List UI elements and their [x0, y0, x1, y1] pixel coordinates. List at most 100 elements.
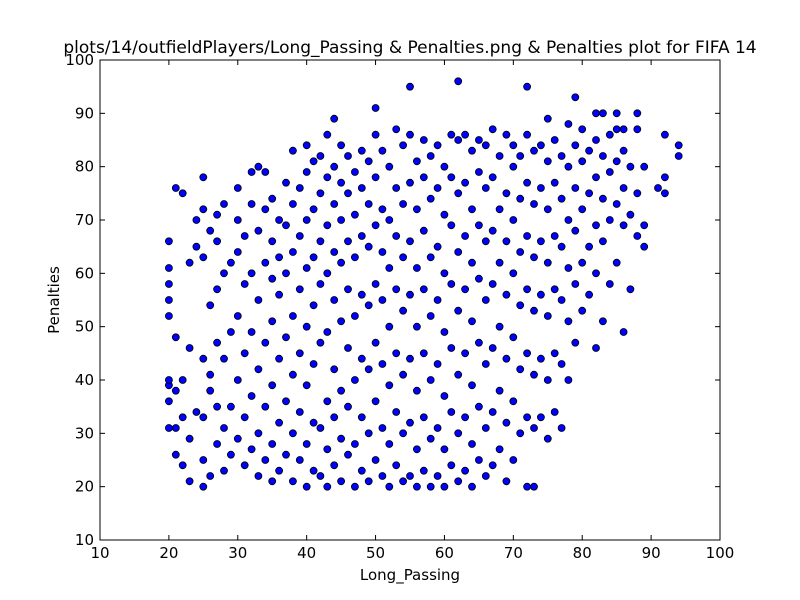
data-point: [178, 376, 187, 384]
data-point: [447, 130, 456, 139]
data-point: [302, 381, 311, 390]
y-tick-label: 20: [75, 478, 94, 496]
data-point: [571, 141, 580, 150]
data-point: [337, 216, 346, 224]
data-point: [433, 184, 442, 192]
data-point: [399, 253, 408, 262]
data-point: [564, 120, 573, 128]
data-point: [592, 221, 600, 230]
y-tick-label: 10: [75, 531, 94, 549]
data-point: [661, 189, 669, 198]
data-point: [468, 381, 476, 390]
data-point: [516, 365, 525, 374]
data-point: [309, 466, 318, 475]
data-point: [509, 269, 518, 278]
data-point: [461, 178, 470, 187]
data-point: [674, 152, 683, 160]
data-point: [440, 328, 449, 336]
data-point: [233, 184, 242, 192]
data-point: [302, 322, 311, 331]
data-point: [344, 237, 352, 246]
data-point: [564, 162, 573, 171]
y-tick-label: 50: [75, 318, 94, 336]
data-point: [612, 258, 621, 267]
x-tick-label: 10: [90, 544, 109, 562]
data-point: [474, 456, 483, 464]
data-point: [605, 280, 614, 288]
data-point: [302, 440, 311, 448]
data-point: [468, 258, 476, 267]
data-point: [316, 472, 325, 480]
data-point: [481, 184, 490, 192]
data-point: [537, 237, 545, 246]
data-point: [178, 189, 187, 198]
data-point: [392, 408, 401, 416]
data-points: [164, 77, 683, 491]
data-point: [288, 312, 297, 320]
data-point: [364, 301, 373, 310]
data-point: [371, 456, 380, 464]
data-point: [530, 200, 538, 208]
y-tick-label: 40: [75, 371, 94, 389]
data-point: [550, 349, 559, 358]
data-point: [378, 248, 387, 256]
data-point: [378, 360, 387, 368]
data-point: [378, 296, 387, 304]
data-point: [578, 157, 587, 166]
data-point: [295, 456, 304, 464]
data-point: [557, 194, 566, 203]
data-point: [426, 253, 435, 262]
data-point: [337, 141, 346, 150]
data-point: [213, 210, 222, 219]
data-point: [220, 200, 228, 208]
data-point: [571, 184, 580, 192]
data-point: [302, 216, 311, 224]
data-point: [433, 360, 442, 368]
data-point: [488, 280, 497, 288]
data-point: [185, 477, 194, 486]
data-point: [537, 290, 545, 299]
data-point: [592, 269, 600, 278]
data-point: [447, 461, 456, 470]
data-point: [199, 253, 208, 262]
y-axis-label: Penalties: [45, 266, 63, 334]
data-point: [440, 482, 449, 491]
data-point: [213, 440, 222, 448]
data-point: [206, 226, 215, 235]
data-point: [371, 338, 380, 347]
data-point: [605, 168, 614, 176]
data-point: [626, 285, 635, 294]
data-point: [419, 226, 428, 235]
data-point: [661, 173, 669, 182]
data-point: [406, 472, 414, 480]
data-point: [419, 136, 428, 144]
data-point: [364, 242, 373, 251]
data-point: [509, 141, 518, 150]
data-point: [371, 280, 380, 288]
data-point: [578, 258, 587, 267]
data-point: [199, 456, 208, 464]
data-point: [468, 146, 476, 155]
data-point: [220, 466, 228, 475]
data-point: [268, 194, 277, 203]
data-point: [350, 482, 359, 491]
data-point: [185, 344, 194, 352]
data-point: [268, 274, 277, 283]
data-point: [426, 194, 435, 203]
data-point: [344, 189, 352, 198]
data-point: [447, 221, 456, 230]
data-point: [261, 205, 270, 214]
data-point: [344, 344, 352, 352]
data-point: [516, 429, 525, 438]
data-point: [295, 232, 304, 240]
data-point: [385, 322, 394, 331]
data-point: [254, 162, 263, 171]
x-tick-label: 30: [228, 544, 247, 562]
data-point: [171, 333, 180, 342]
data-point: [323, 269, 332, 278]
data-point: [605, 216, 614, 224]
y-tick-label: 70: [75, 211, 94, 229]
data-point: [282, 397, 290, 406]
data-point: [275, 216, 284, 224]
data-point: [454, 306, 463, 315]
